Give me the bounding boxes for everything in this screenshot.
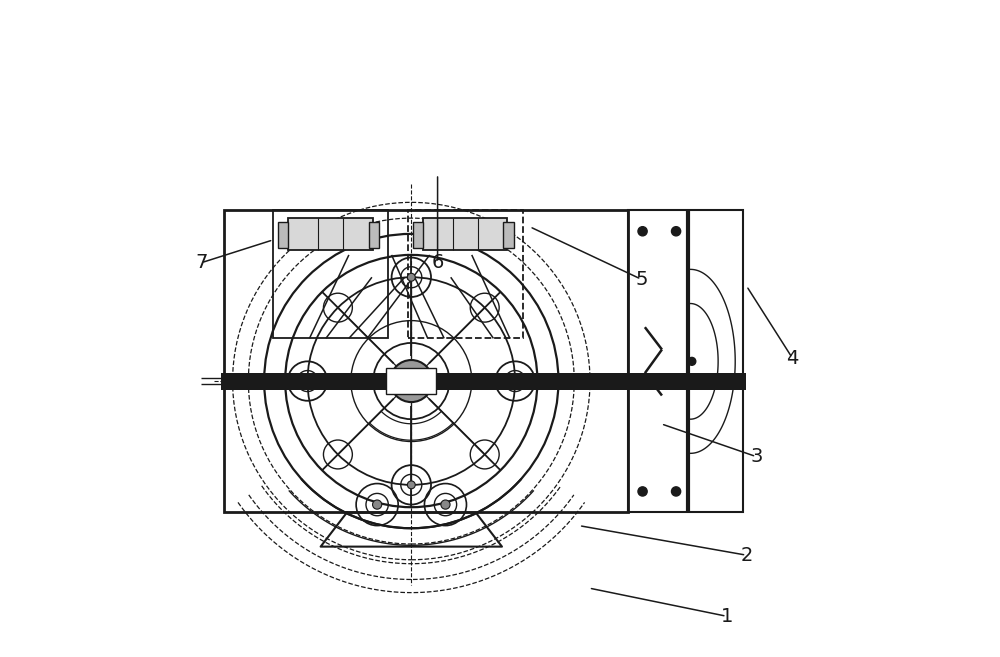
Circle shape — [671, 227, 681, 236]
Circle shape — [688, 357, 696, 365]
Text: 4: 4 — [786, 349, 799, 367]
Text: 1: 1 — [720, 607, 733, 625]
Circle shape — [638, 227, 647, 236]
Text: 5: 5 — [635, 270, 648, 288]
Circle shape — [373, 500, 382, 509]
Bar — [413, 222, 423, 248]
Text: 7: 7 — [195, 254, 207, 272]
Circle shape — [304, 377, 311, 385]
Bar — [503, 222, 514, 248]
Bar — [273, 210, 388, 338]
Circle shape — [671, 487, 681, 496]
Bar — [628, 210, 743, 512]
Bar — [369, 222, 379, 248]
Text: 3: 3 — [750, 447, 762, 466]
Circle shape — [441, 500, 450, 509]
Bar — [224, 210, 628, 512]
Circle shape — [390, 360, 432, 402]
Text: 6: 6 — [431, 254, 444, 272]
Circle shape — [638, 487, 647, 496]
Bar — [423, 218, 507, 250]
Circle shape — [407, 273, 415, 281]
Bar — [408, 210, 523, 338]
Bar — [386, 368, 436, 394]
Text: 2: 2 — [740, 546, 753, 564]
Bar — [278, 222, 288, 248]
Circle shape — [511, 377, 519, 385]
Circle shape — [407, 481, 415, 489]
Bar — [221, 373, 746, 390]
Bar — [288, 218, 373, 250]
